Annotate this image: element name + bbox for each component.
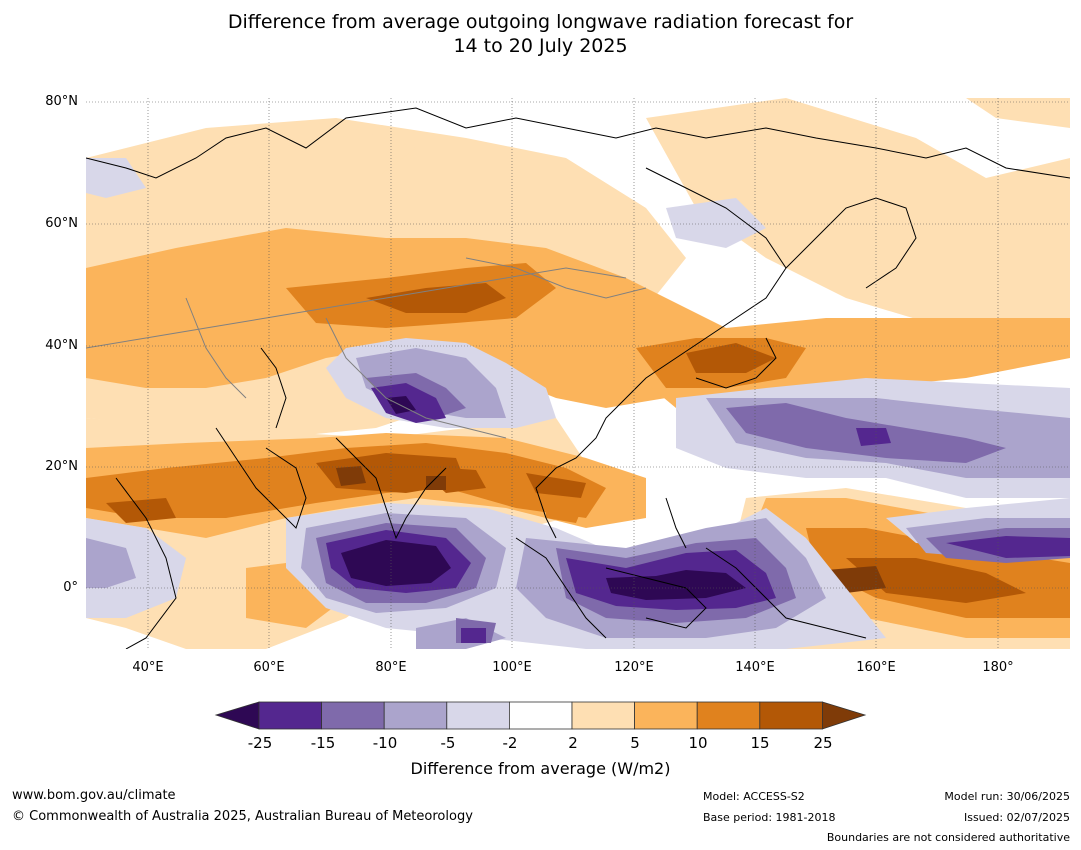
colorbar-swatch-gt-25 bbox=[822, 701, 867, 730]
title-line-2: 14 to 20 July 2025 bbox=[453, 35, 628, 57]
website-link[interactable]: www.bom.gov.au/climate bbox=[12, 788, 176, 803]
issued-text: Issued: 02/07/2025 bbox=[963, 811, 1070, 824]
copyright-text: © Commonwealth of Australia 2025, Austra… bbox=[12, 809, 473, 824]
lon-label-40e: 40°E bbox=[132, 660, 164, 675]
map-title: Difference from average outgoing longwav… bbox=[0, 10, 1081, 58]
lon-label-120e: 120°E bbox=[614, 660, 654, 675]
lat-label-60n: 60°N bbox=[45, 216, 78, 231]
model-run-text: Model run: 30/06/2025 bbox=[944, 790, 1070, 803]
lon-label-180: 180° bbox=[982, 660, 1014, 675]
colorbar-swatch-10-15 bbox=[696, 701, 761, 730]
lon-label-160e: 160°E bbox=[856, 660, 896, 675]
coastlines bbox=[86, 107, 1070, 649]
colorbar-swatch-lt-neg25 bbox=[214, 701, 260, 730]
lat-label-80n: 80°N bbox=[45, 94, 78, 109]
lon-label-140e: 140°E bbox=[735, 660, 775, 675]
colorbar-swatch-neg25-15 bbox=[258, 701, 322, 730]
colorbar-tick: 15 bbox=[750, 734, 770, 752]
lon-label-80e: 80°E bbox=[375, 660, 407, 675]
colorbar-swatch-neg2-2 bbox=[508, 701, 573, 730]
colorbar-tick: -25 bbox=[247, 734, 273, 752]
colorbar-tick: -2 bbox=[502, 734, 518, 752]
colorbar-swatch-neg5-2 bbox=[446, 701, 510, 730]
olr-anomaly-map bbox=[86, 98, 1070, 649]
lon-label-60e: 60°E bbox=[253, 660, 285, 675]
model-text: Model: ACCESS-S2 bbox=[703, 790, 805, 803]
colorbar-swatch-neg10-5 bbox=[383, 701, 448, 730]
colorbar-label: Difference from average (W/m2) bbox=[410, 759, 671, 778]
graticule bbox=[86, 98, 1070, 649]
colorbar-tick: 5 bbox=[630, 734, 640, 752]
lat-label-20n: 20°N bbox=[45, 459, 78, 474]
disclaimer-text: Boundaries are not considered authoritat… bbox=[826, 831, 1070, 844]
colorbar-tick: 10 bbox=[688, 734, 708, 752]
anomaly-band-lt-neg25 bbox=[341, 396, 746, 600]
colorbar bbox=[214, 701, 867, 730]
title-line-1: Difference from average outgoing longwav… bbox=[227, 11, 854, 33]
colorbar-swatch-neg15-10 bbox=[321, 701, 385, 730]
colorbar-swatch-5-10 bbox=[634, 701, 698, 730]
map-panel bbox=[86, 98, 1070, 649]
country-borders bbox=[86, 257, 647, 439]
base-period-text: Base period: 1981-2018 bbox=[703, 811, 836, 824]
colorbar-tick: 25 bbox=[813, 734, 833, 752]
lat-label-0: 0° bbox=[63, 580, 78, 595]
colorbar-tick: -15 bbox=[310, 734, 336, 752]
lon-label-100e: 100°E bbox=[492, 660, 532, 675]
lat-label-40n: 40°N bbox=[45, 338, 78, 353]
colorbar-swatch-15-25 bbox=[759, 701, 823, 730]
colorbar-tick: 2 bbox=[568, 734, 578, 752]
colorbar-swatch-2-5 bbox=[571, 701, 635, 730]
colorbar-tick: -5 bbox=[440, 734, 456, 752]
colorbar-tick: -10 bbox=[372, 734, 398, 752]
